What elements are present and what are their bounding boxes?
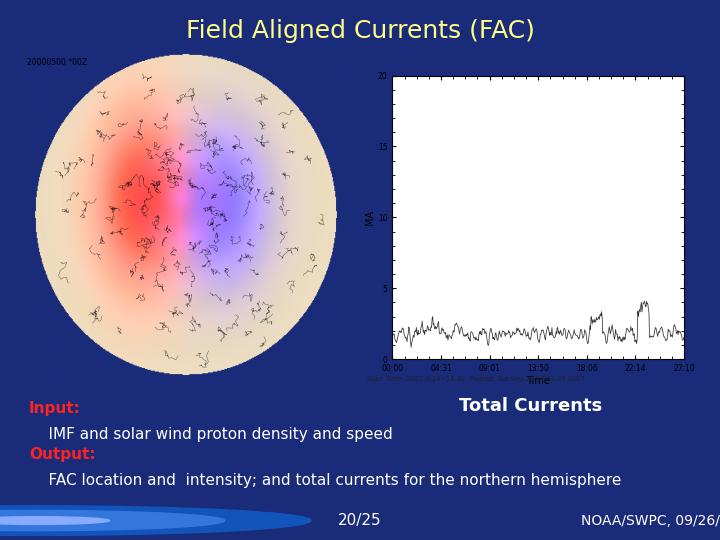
Circle shape — [0, 510, 225, 531]
Text: Field Aligned Currents (FAC): Field Aligned Currents (FAC) — [186, 19, 534, 43]
Circle shape — [0, 517, 109, 524]
Circle shape — [0, 506, 311, 535]
Text: 20000500 *00Z: 20000500 *00Z — [27, 58, 86, 67]
Text: IMF and solar wind proton density and speed: IMF and solar wind proton density and sp… — [29, 427, 392, 442]
Text: 20/25: 20/25 — [338, 513, 382, 528]
Text: FAC location and  intensity; and total currents for the northern hemisphere: FAC location and intensity; and total cu… — [29, 472, 621, 488]
X-axis label: Time: Time — [526, 376, 550, 386]
Text: Start Time: 2007-9-24~14:30  Plotted: Tue Sep 25 14:43:39 2007: Start Time: 2007-9-24~14:30 Plotted: Tue… — [367, 376, 585, 382]
Text: Output:: Output: — [29, 447, 96, 462]
Text: Input:: Input: — [29, 401, 81, 416]
Text: NOAA/SWPC, 09/26/07: NOAA/SWPC, 09/26/07 — [580, 514, 720, 528]
Y-axis label: MA: MA — [365, 210, 375, 225]
Text: Total Currents: Total Currents — [459, 397, 602, 415]
